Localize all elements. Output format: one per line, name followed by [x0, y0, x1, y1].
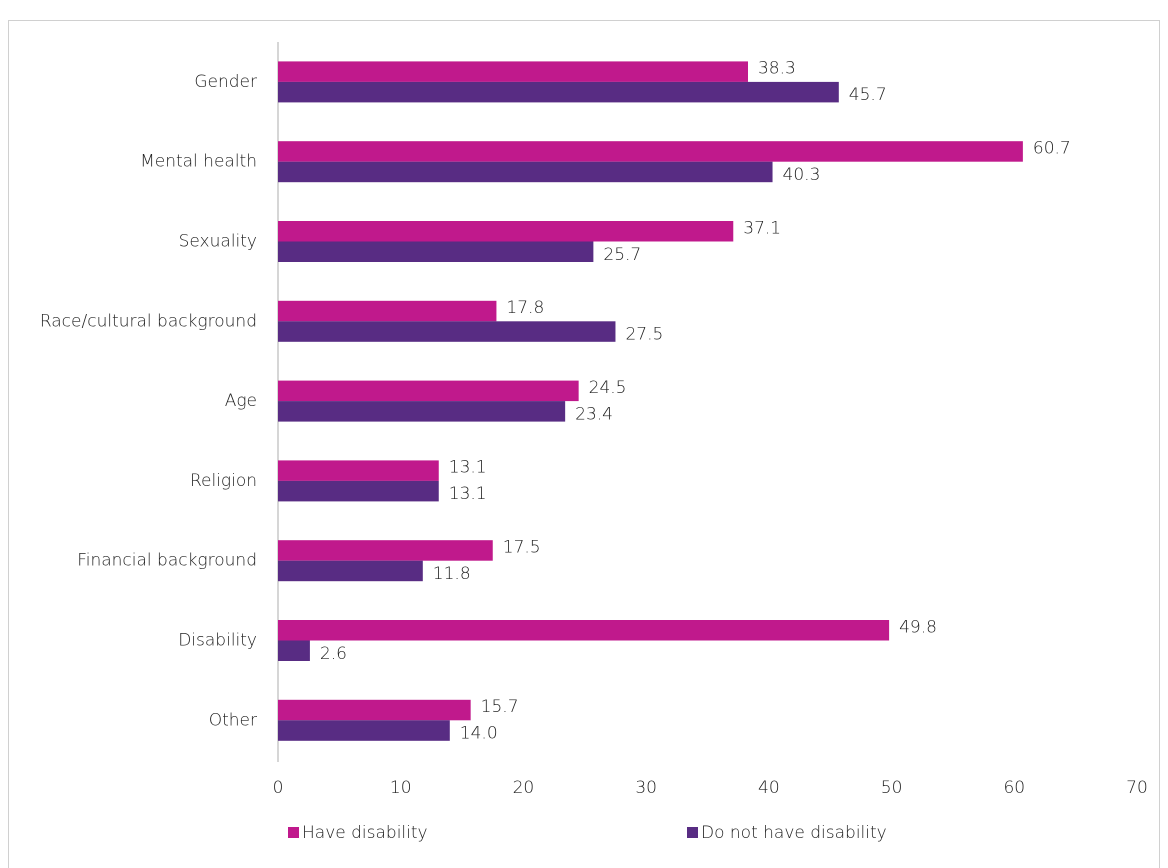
x-tick-label: 0 — [273, 778, 284, 798]
category-label: Race/cultural background — [40, 311, 257, 331]
bar — [278, 61, 748, 82]
legend-label: Do not have disability — [701, 823, 887, 843]
bar — [278, 321, 616, 342]
x-tick-label: 60 — [1003, 778, 1025, 798]
category-label: Disability — [178, 631, 257, 651]
data-label: 17.8 — [506, 298, 544, 318]
x-tick-label: 20 — [513, 778, 535, 798]
data-label: 37.1 — [743, 218, 781, 238]
category-label: Religion — [190, 471, 257, 491]
category-label: Other — [209, 710, 257, 730]
data-label: 49.8 — [899, 617, 937, 637]
category-label: Gender — [194, 72, 257, 92]
category-label: Mental health — [140, 152, 257, 172]
data-label: 2.6 — [320, 644, 347, 664]
data-label: 23.4 — [575, 404, 613, 424]
bar — [278, 560, 423, 582]
data-label: 13.1 — [449, 458, 487, 478]
bar — [278, 300, 497, 322]
data-label: 15.7 — [481, 697, 519, 717]
data-label: 14.0 — [460, 724, 498, 744]
legend-label: Have disability — [302, 823, 428, 843]
data-label: 13.1 — [449, 484, 487, 504]
bar — [278, 540, 493, 561]
data-label: 40.3 — [783, 165, 821, 185]
data-label: 25.7 — [603, 245, 641, 265]
category-label: Age — [225, 391, 257, 411]
data-label: 38.3 — [758, 59, 796, 79]
data-label: 45.7 — [849, 85, 887, 105]
chart-frame — [8, 20, 1160, 868]
category-label: Financial background — [77, 551, 257, 571]
x-tick-label: 70 — [1126, 778, 1148, 798]
bar — [278, 221, 734, 242]
data-label: 60.7 — [1033, 138, 1071, 158]
data-label: 27.5 — [625, 325, 663, 345]
x-tick-label: 40 — [758, 778, 780, 798]
bar — [278, 480, 439, 502]
category-label: Sexuality — [179, 232, 257, 252]
bar — [278, 161, 773, 183]
bar — [278, 640, 310, 661]
x-tick-label: 30 — [635, 778, 657, 798]
bar — [278, 380, 579, 402]
bar — [278, 141, 1023, 162]
data-label: 17.5 — [503, 537, 541, 557]
legend-swatch — [687, 827, 698, 838]
data-label: 11.8 — [433, 564, 471, 584]
bar — [278, 81, 839, 103]
legend-swatch — [288, 827, 299, 838]
bar — [278, 620, 890, 641]
bar — [278, 460, 439, 481]
bar — [278, 241, 594, 262]
bar — [278, 699, 471, 721]
data-label: 24.5 — [589, 378, 627, 398]
bar — [278, 401, 566, 422]
x-tick-label: 10 — [390, 778, 412, 798]
bar — [278, 720, 450, 741]
x-tick-label: 50 — [881, 778, 903, 798]
